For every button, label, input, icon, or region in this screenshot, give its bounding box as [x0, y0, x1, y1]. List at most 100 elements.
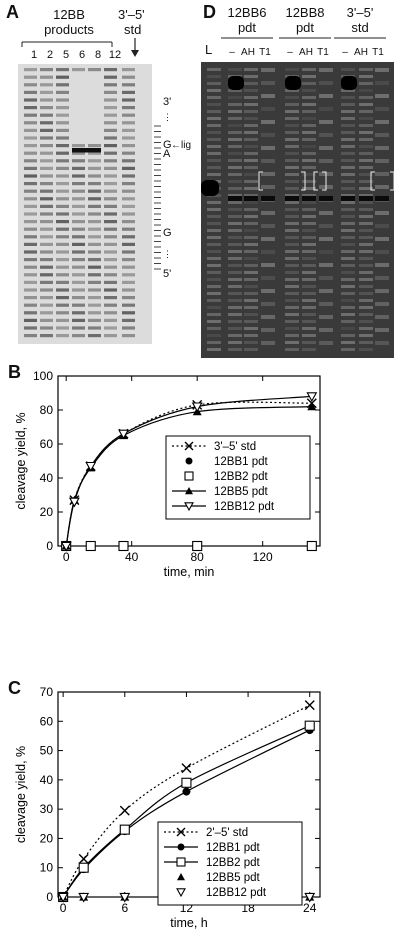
gel-band	[56, 166, 69, 170]
gel-band	[244, 208, 258, 211]
gel-band	[56, 212, 69, 216]
gel-band	[40, 189, 53, 193]
data-point	[78, 853, 89, 864]
std-label-line2: std	[124, 22, 142, 37]
legend-label: 12BB2 pdt	[214, 471, 269, 483]
gel-band	[228, 166, 242, 169]
gel-band	[244, 173, 258, 176]
gel-band	[375, 159, 389, 163]
gel-band	[122, 151, 135, 155]
gel-band	[72, 311, 85, 315]
gel-band	[72, 197, 85, 201]
gel-band	[319, 159, 333, 163]
gel-band	[56, 90, 69, 94]
gel-band	[285, 96, 299, 99]
gel-band	[88, 212, 101, 216]
gel-band	[88, 159, 101, 163]
gel-band	[56, 326, 69, 330]
gel-spot	[228, 76, 244, 90]
gel-band	[375, 146, 389, 150]
gel-band	[319, 289, 333, 293]
gel-band	[228, 264, 242, 267]
gel-band	[88, 250, 101, 254]
gel-band	[341, 243, 355, 246]
gel-band	[302, 187, 316, 190]
plot-frame	[57, 375, 321, 547]
y-tick-label: 20	[40, 831, 54, 845]
gel-band	[104, 334, 117, 338]
gel-band	[359, 285, 373, 288]
ladder-ticks	[154, 125, 161, 270]
group-d-label-line1: 3'–5'	[346, 5, 374, 20]
gel-band	[244, 264, 258, 267]
x-axis-label: time, h	[170, 916, 208, 930]
gel-band	[319, 250, 333, 254]
gel-band	[56, 204, 69, 208]
gel-band	[56, 242, 69, 246]
gel-band	[40, 265, 53, 269]
gel-band-dark	[341, 196, 355, 201]
gel-band	[285, 292, 299, 295]
gel-band	[359, 334, 373, 337]
gel-band	[261, 94, 275, 98]
gel-band	[207, 124, 221, 127]
gel-band	[24, 113, 37, 117]
gel-band	[56, 136, 69, 140]
legend: 3'–5' std 12BB1 pdt 12BB2 pdt 12BB5 pdt 12BB…	[165, 435, 311, 520]
gel-band	[375, 289, 389, 293]
gel-band	[375, 211, 389, 215]
gel-band	[228, 124, 242, 127]
gel-band	[122, 326, 135, 330]
gel-band	[285, 334, 299, 337]
gel-band	[359, 96, 373, 99]
gel-band	[302, 68, 316, 71]
gel-band	[359, 236, 373, 239]
legend-label: 3'–5' std	[214, 441, 256, 453]
gel-bracket	[390, 171, 394, 191]
gel-band	[228, 327, 242, 330]
gel-band	[104, 75, 117, 79]
gel-band	[375, 185, 389, 189]
group-d-label-line2: pdt	[237, 20, 257, 35]
gel-band	[122, 113, 135, 117]
gel-band	[285, 215, 299, 218]
gel-band	[302, 201, 316, 204]
legend-label: 12BB1 pdt	[206, 842, 261, 854]
gel-band	[285, 278, 299, 281]
data-point	[119, 824, 130, 835]
gel-band	[228, 201, 242, 204]
gel-band	[228, 110, 242, 113]
gel-band	[319, 341, 333, 345]
gel-band	[285, 159, 299, 162]
gel-band	[122, 159, 135, 163]
data-point	[182, 787, 191, 796]
gel-band	[72, 250, 85, 254]
gel-band	[341, 159, 355, 162]
gel-band	[302, 327, 316, 330]
gel-band	[375, 107, 389, 111]
gel-band	[359, 250, 373, 253]
y-tick-label: 10	[40, 861, 54, 875]
gel-band	[104, 136, 117, 140]
gel-band	[56, 265, 69, 269]
gel-band	[56, 159, 69, 163]
gel-band	[341, 96, 355, 99]
gel-band	[302, 208, 316, 211]
gel-band	[104, 128, 117, 132]
gel-band	[375, 81, 389, 85]
gel-band	[359, 257, 373, 260]
gel-bracket	[258, 171, 263, 191]
gel-band	[302, 159, 316, 162]
gel-band	[341, 194, 355, 197]
gel-band	[302, 75, 316, 78]
gel-band	[40, 250, 53, 254]
gel-band	[302, 334, 316, 337]
gel-band	[341, 334, 355, 337]
gel-band	[261, 315, 275, 319]
gel-band	[359, 264, 373, 267]
gel-band	[244, 292, 258, 295]
gel-band	[341, 285, 355, 288]
gel-band	[341, 103, 355, 106]
gel-band	[302, 285, 316, 288]
gel-band	[341, 187, 355, 190]
